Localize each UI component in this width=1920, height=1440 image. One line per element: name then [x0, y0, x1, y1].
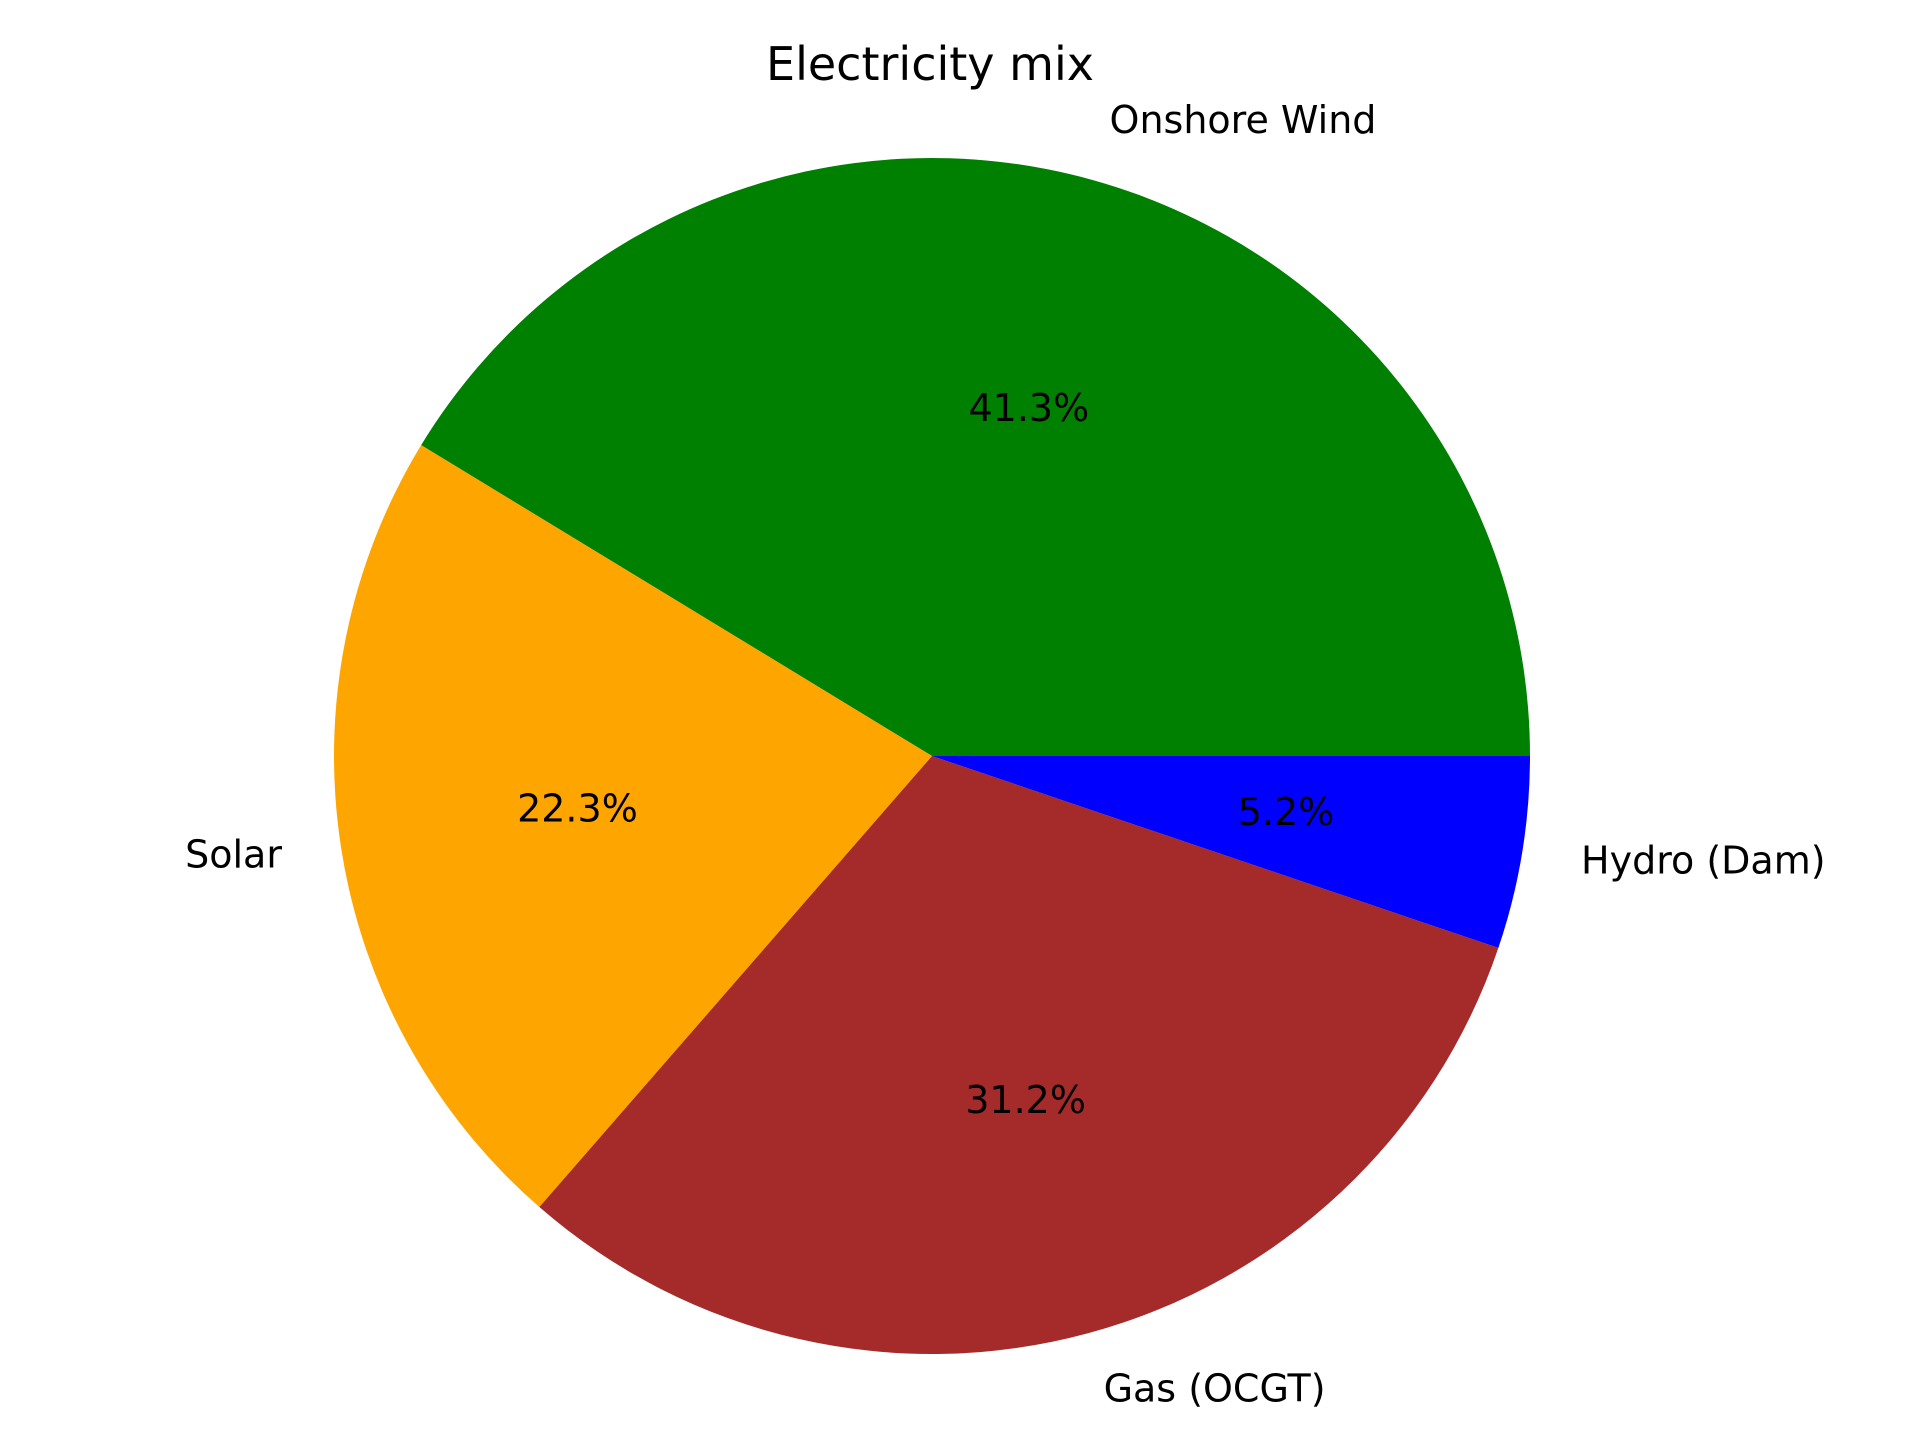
- slice-percent-onshore-wind: 41.3%: [968, 386, 1089, 430]
- labels-layer: Onshore Wind 41.3% Solar 22.3% Gas (OCGT) 31.…: [185, 98, 1825, 1410]
- slices-layer: [333, 158, 1530, 1354]
- slice-label-onshore-wind: Onshore Wind: [1110, 98, 1377, 142]
- pie-slice-gas-ocgt: [539, 756, 1499, 1354]
- pie-slice-solar: [333, 445, 933, 1208]
- slice-percent-gas-ocgt: 31.2%: [965, 1078, 1086, 1122]
- slice-percent-solar: 22.3%: [517, 787, 638, 831]
- slice-label-solar: Solar: [185, 832, 282, 876]
- slice-label-hydro-dam: Hydro (Dam): [1581, 838, 1826, 882]
- slice-label-gas-ocgt: Gas (OCGT): [1104, 1367, 1326, 1411]
- chart-title: Electricity mix: [766, 37, 1094, 91]
- slice-percent-hydro-dam: 5.2%: [1238, 790, 1335, 834]
- pie-slice-hydro-dam: [932, 756, 1530, 948]
- pie-slice-onshore-wind: [421, 158, 1530, 757]
